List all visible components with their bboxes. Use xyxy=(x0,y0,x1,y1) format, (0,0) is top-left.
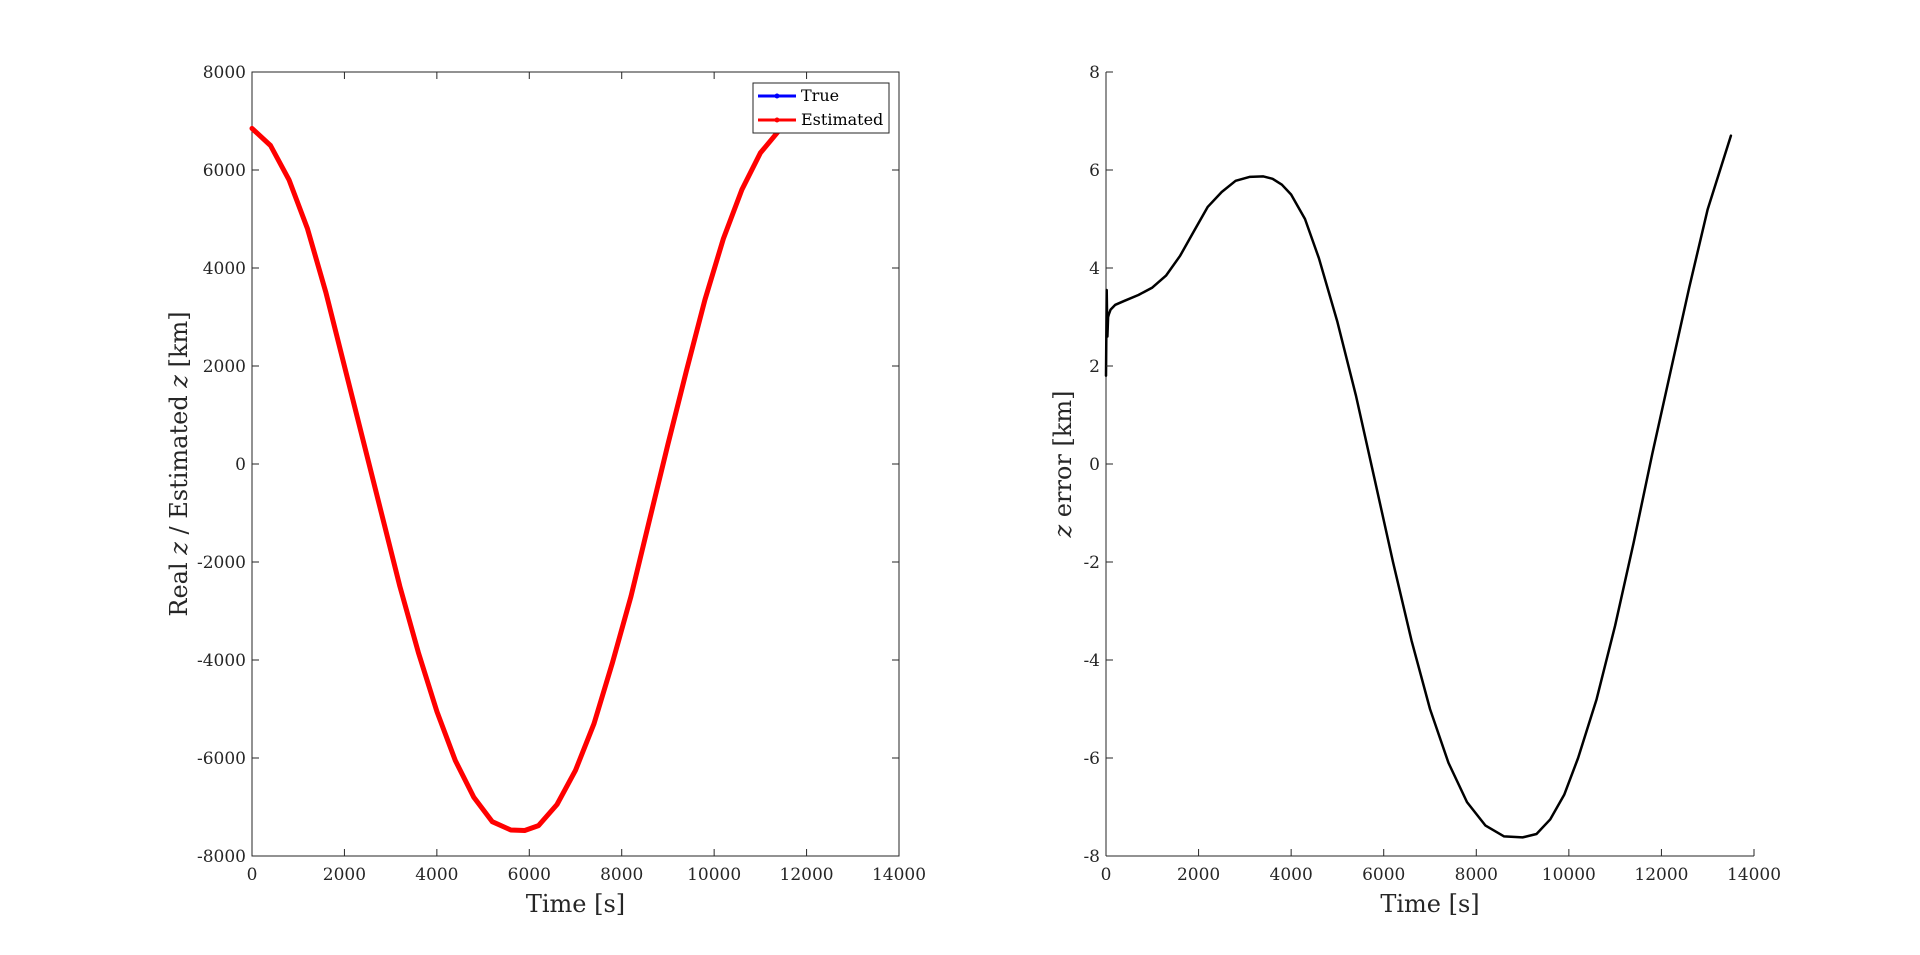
series-lines-right xyxy=(1104,134,1733,839)
x-tick-label: 12000 xyxy=(1634,865,1688,885)
legend-estimated-label: Estimated xyxy=(801,110,883,129)
legend-true-label: True xyxy=(801,86,839,105)
y-axis-label-right: z error [km] xyxy=(1049,390,1077,538)
x-tick-label: 0 xyxy=(247,865,258,885)
x-tick-label: 4000 xyxy=(415,865,458,885)
x-tick-label: 0 xyxy=(1101,865,1112,885)
y-label-part: / Estimated xyxy=(165,388,193,542)
y-tick-label: -4 xyxy=(1083,651,1100,671)
legend-true-marker xyxy=(774,93,780,99)
chart-left: 0 2000 4000 6000 8000 10000 12000 14000 -8000 -60… xyxy=(165,63,926,918)
series-line-estimated xyxy=(249,118,791,833)
x-tick-label: 14000 xyxy=(1727,865,1781,885)
y-tick-label: 4000 xyxy=(203,259,246,279)
y-tick-label: 6 xyxy=(1089,161,1100,181)
y-tick-label: 8000 xyxy=(203,63,246,83)
y-tick-label: -4000 xyxy=(197,651,246,671)
x-tick-label: 10000 xyxy=(687,865,741,885)
chart-right: 0 2000 4000 6000 8000 10000 12000 14000 -8 -6 -4 -2… xyxy=(1049,63,1781,918)
y-label-part: Real xyxy=(165,555,193,617)
y-tick-label: 8 xyxy=(1089,63,1100,83)
x-axis-label-left: Time [s] xyxy=(526,890,625,918)
x-tick-label: 4000 xyxy=(1270,865,1313,885)
legend-estimated-marker xyxy=(774,117,780,123)
series-lines-left xyxy=(249,118,791,833)
legend-box xyxy=(752,82,890,134)
y-tick-label: 0 xyxy=(1089,455,1100,475)
x-tick-label: 10000 xyxy=(1542,865,1596,885)
x-tick-label: 6000 xyxy=(508,865,551,885)
y-label-part: z xyxy=(165,542,193,556)
y-label-part: [km] xyxy=(165,311,193,375)
y-tick-label: -2000 xyxy=(197,553,246,573)
y-tick-label: 2000 xyxy=(203,357,246,377)
x-tick-label: 2000 xyxy=(323,865,366,885)
legend: True Estimated xyxy=(752,82,890,134)
x-tick-label: 8000 xyxy=(1455,865,1498,885)
x-tick-label: 14000 xyxy=(872,865,926,885)
y-label-part: z xyxy=(165,375,193,389)
x-tick-label: 8000 xyxy=(600,865,643,885)
y-label-part: error [km] xyxy=(1049,390,1077,524)
y-tick-label: -2 xyxy=(1083,553,1100,573)
y-tick-label: -8000 xyxy=(197,847,246,867)
y-tick-label: 6000 xyxy=(203,161,246,181)
y-tick-label: -8 xyxy=(1083,847,1100,867)
y-tick-label: -6000 xyxy=(197,749,246,769)
x-tick-label: 6000 xyxy=(1362,865,1405,885)
x-tick-label: 2000 xyxy=(1177,865,1220,885)
y-tick-label: 4 xyxy=(1089,259,1100,279)
y-label-part: z xyxy=(1049,525,1077,539)
plot-area-left xyxy=(251,71,900,857)
y-axis-label-left: Real z / Estimated z [km] xyxy=(165,311,193,616)
x-tick-label: 12000 xyxy=(780,865,834,885)
ticks-left: 0 2000 4000 6000 8000 10000 12000 14000 -8000 -60… xyxy=(197,63,926,885)
y-tick-label: 2 xyxy=(1089,357,1100,377)
series-line-z-error xyxy=(1104,134,1733,839)
y-tick-label: 0 xyxy=(235,455,246,475)
y-tick-label: -6 xyxy=(1083,749,1100,769)
ticks-right: 0 2000 4000 6000 8000 10000 12000 14000 -8 -6 -4 -2… xyxy=(1083,63,1781,885)
x-axis-label-right: Time [s] xyxy=(1380,890,1479,918)
